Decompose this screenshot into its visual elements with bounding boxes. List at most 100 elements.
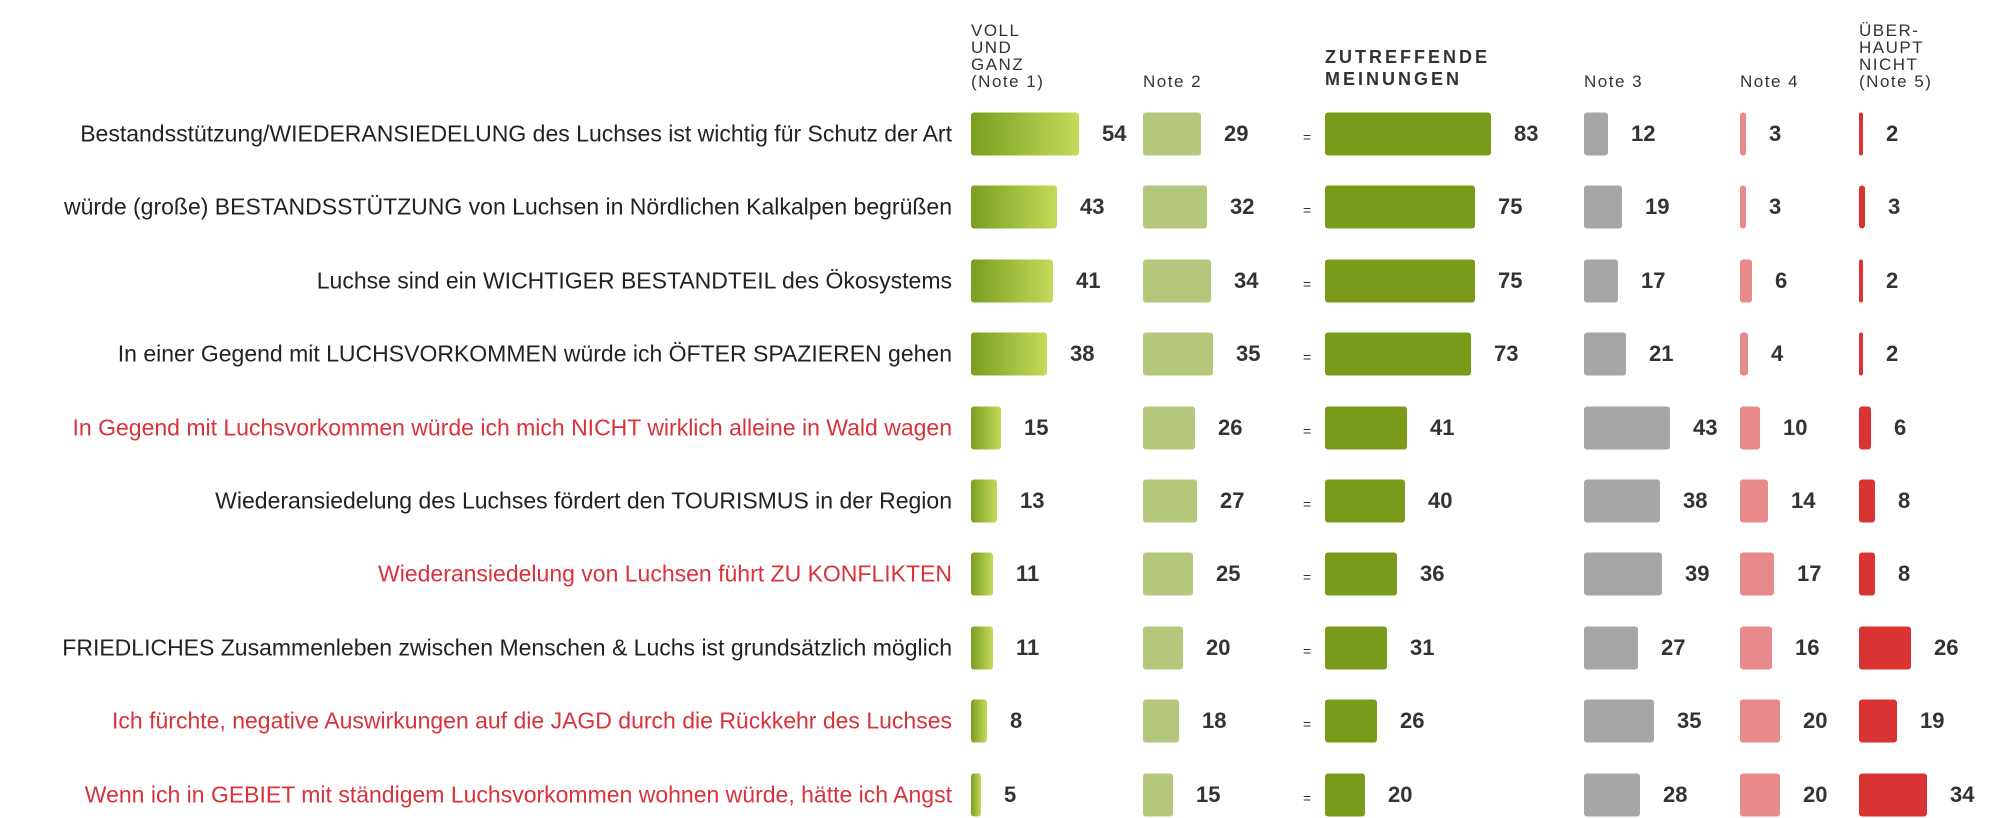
bar [1584, 552, 1662, 596]
value-label: 8 [1010, 708, 1023, 734]
separator: = [1303, 569, 1312, 586]
value-label: 20 [1388, 781, 1413, 807]
value-label: 15 [1196, 781, 1221, 807]
bar [971, 479, 997, 523]
separator: = [1303, 789, 1312, 806]
bar [1584, 773, 1640, 817]
bar [1143, 259, 1211, 303]
category-label: Ich fürchte, negative Auswirkungen auf d… [112, 707, 952, 734]
bar [1143, 185, 1207, 229]
bar [1325, 773, 1365, 817]
category-label: FRIEDLICHES Zusammenleben zwischen Mensc… [62, 634, 952, 661]
bar [1143, 626, 1183, 670]
value-label: 27 [1220, 488, 1245, 513]
value-label: 21 [1649, 341, 1674, 367]
value-label: 34 [1234, 267, 1259, 293]
category-label: Wiederansiedelung des Luchses fördert de… [215, 487, 952, 514]
value-label: 2 [1886, 267, 1899, 293]
bar [971, 552, 993, 596]
value-label: 13 [1020, 488, 1045, 513]
value-label: 20 [1803, 781, 1828, 807]
value-label: 38 [1683, 488, 1708, 513]
category-label: In einer Gegend mit LUCHSVORKOMMEN würde… [117, 340, 952, 367]
value-label: 3 [1769, 194, 1782, 220]
bar [1859, 479, 1875, 523]
value-label: 6 [1775, 267, 1788, 293]
bar [1584, 259, 1618, 303]
value-label: 31 [1410, 634, 1435, 660]
separator: = [1303, 716, 1312, 733]
separator: = [1303, 349, 1312, 366]
bar [1740, 259, 1752, 303]
bar [1143, 699, 1179, 743]
value-label: 32 [1230, 194, 1255, 220]
value-label: 38 [1070, 341, 1095, 367]
bar [1325, 479, 1405, 523]
bar [1143, 773, 1173, 817]
value-label: 28 [1663, 781, 1688, 807]
value-label: 11 [1016, 634, 1040, 660]
value-label: 10 [1783, 414, 1808, 440]
bar [1143, 479, 1197, 523]
value-label: 19 [1920, 708, 1945, 734]
value-label: 54 [1102, 121, 1127, 146]
separator: = [1303, 642, 1312, 659]
value-label: 19 [1645, 194, 1670, 220]
bar [1143, 332, 1213, 376]
value-label: 17 [1797, 561, 1822, 587]
bar [1325, 406, 1407, 450]
bar [971, 406, 1001, 450]
category-label: In Gegend mit Luchsvorkommen würde ich m… [72, 414, 952, 441]
separator: = [1303, 422, 1312, 439]
value-label: 8 [1898, 488, 1911, 513]
value-label: 75 [1498, 194, 1523, 220]
bar [1325, 332, 1471, 376]
value-label: 26 [1218, 414, 1243, 440]
value-label: 36 [1420, 561, 1445, 587]
value-label: 4 [1771, 341, 1784, 367]
bar [1584, 699, 1654, 743]
value-label: 43 [1080, 194, 1105, 220]
value-label: 18 [1202, 708, 1227, 734]
value-label: 3 [1888, 194, 1901, 220]
value-label: 25 [1216, 561, 1241, 587]
value-label: 29 [1224, 121, 1249, 146]
bar [971, 185, 1057, 229]
value-label: 27 [1661, 634, 1686, 660]
bar [1325, 626, 1387, 670]
separator: = [1303, 275, 1312, 292]
value-label: 73 [1494, 341, 1519, 367]
bar [1143, 406, 1195, 450]
value-label: 40 [1428, 488, 1453, 513]
bar [1740, 406, 1760, 450]
value-label: 2 [1886, 341, 1899, 367]
value-label: 2 [1886, 121, 1899, 146]
bar [1143, 552, 1193, 596]
value-label: 20 [1803, 708, 1828, 734]
value-label: 41 [1430, 414, 1455, 440]
bar [1325, 112, 1491, 156]
legend-header: ÜBER- HAUPT NICHT (Note 5) [1859, 21, 1933, 91]
bar [1740, 699, 1780, 743]
value-label: 26 [1400, 708, 1425, 734]
bar [1584, 626, 1638, 670]
category-label: würde (große) BESTANDSSTÜTZUNG von Luchs… [63, 193, 952, 220]
bar [1740, 626, 1772, 670]
bar [1859, 626, 1911, 670]
bar [1740, 332, 1748, 376]
value-label: 34 [1950, 781, 1975, 807]
value-label: 15 [1024, 414, 1049, 440]
value-label: 3 [1769, 121, 1782, 146]
bar [1740, 112, 1746, 156]
separator: = [1303, 202, 1312, 219]
bar [971, 112, 1079, 156]
legend-header: Note 3 [1584, 72, 1644, 91]
bar [971, 259, 1053, 303]
bar [1584, 185, 1622, 229]
bar [1584, 112, 1608, 156]
value-label: 41 [1076, 267, 1101, 293]
value-label: 6 [1894, 414, 1907, 440]
bar [1325, 185, 1475, 229]
bar [1859, 112, 1863, 156]
